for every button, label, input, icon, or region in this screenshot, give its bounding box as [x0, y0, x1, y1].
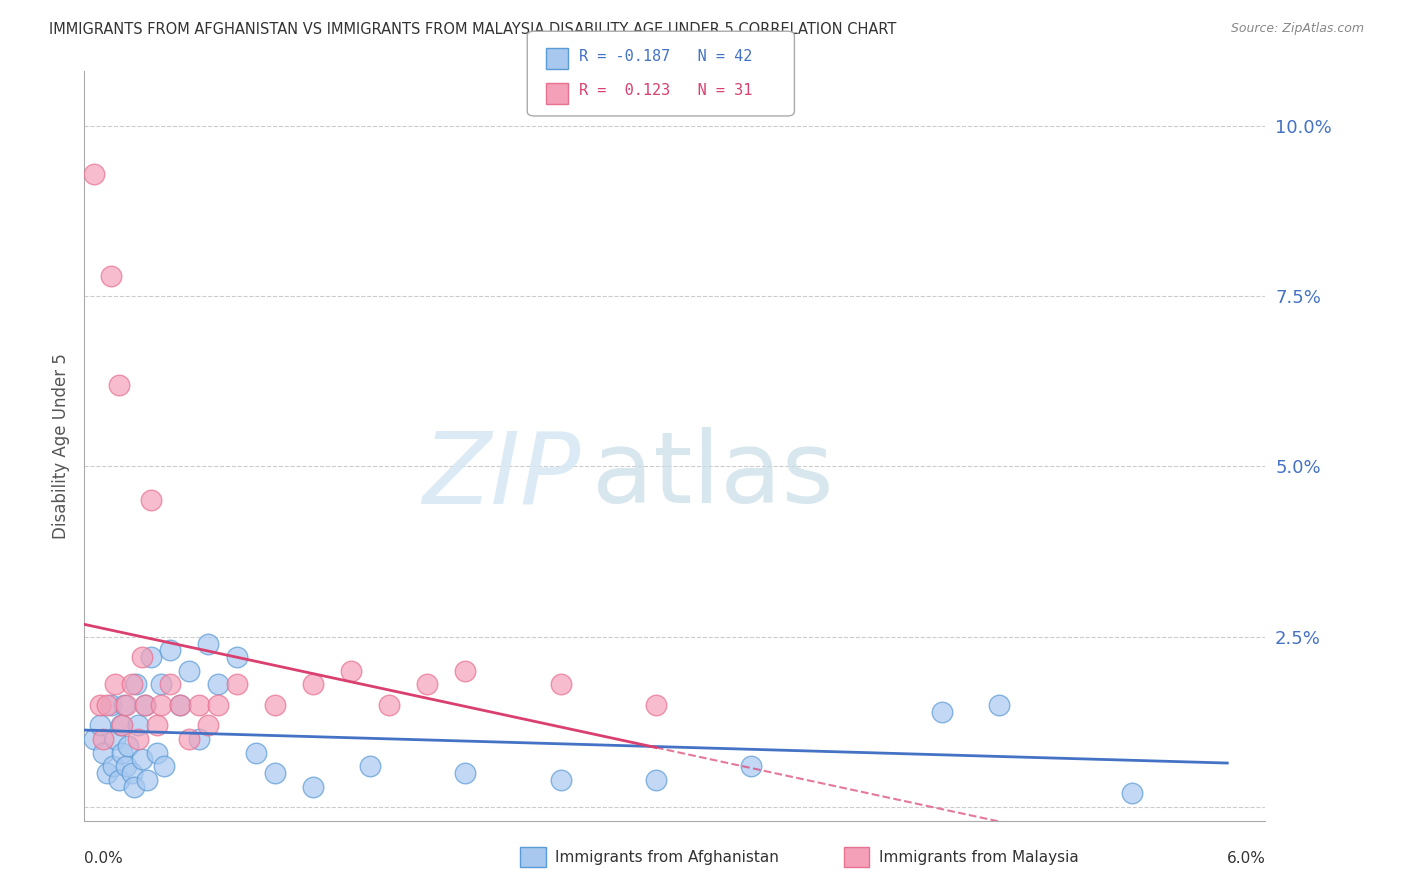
Text: R =  0.123   N = 31: R = 0.123 N = 31	[579, 83, 752, 98]
Point	[139, 650, 162, 665]
Point	[121, 766, 143, 780]
Point	[302, 677, 325, 691]
Text: ZIP: ZIP	[422, 427, 581, 524]
Point	[197, 636, 219, 650]
Point	[644, 698, 666, 712]
Point	[225, 677, 247, 691]
Point	[111, 746, 134, 760]
Point	[207, 698, 229, 712]
Point	[96, 766, 118, 780]
Point	[340, 664, 363, 678]
Point	[302, 780, 325, 794]
Point	[93, 746, 115, 760]
Point	[115, 698, 138, 712]
Point	[197, 718, 219, 732]
Point	[100, 268, 122, 283]
Point	[169, 698, 191, 712]
Point	[104, 731, 127, 746]
Point	[104, 677, 127, 691]
Text: Source: ZipAtlas.com: Source: ZipAtlas.com	[1230, 22, 1364, 36]
Point	[159, 677, 181, 691]
Point	[169, 698, 191, 712]
Point	[149, 698, 172, 712]
Point	[149, 677, 172, 691]
Point	[550, 772, 572, 787]
Point	[454, 766, 477, 780]
Point	[89, 718, 111, 732]
Point	[153, 759, 176, 773]
Point	[107, 772, 129, 787]
Point	[93, 731, 115, 746]
Point	[263, 698, 285, 712]
Point	[454, 664, 477, 678]
Point	[207, 677, 229, 691]
Point	[83, 731, 105, 746]
Point	[245, 746, 267, 760]
Y-axis label: Disability Age Under 5: Disability Age Under 5	[52, 353, 70, 539]
Point	[359, 759, 381, 773]
Point	[122, 780, 145, 794]
Text: Immigrants from Afghanistan: Immigrants from Afghanistan	[555, 850, 779, 864]
Point	[100, 698, 122, 712]
Point	[263, 766, 285, 780]
Point	[83, 167, 105, 181]
Point	[145, 718, 167, 732]
Point	[187, 698, 209, 712]
Point	[179, 731, 201, 746]
Point	[987, 698, 1010, 712]
Point	[416, 677, 439, 691]
Text: Immigrants from Malaysia: Immigrants from Malaysia	[879, 850, 1078, 864]
Text: R = -0.187   N = 42: R = -0.187 N = 42	[579, 49, 752, 64]
Point	[134, 698, 156, 712]
Text: atlas: atlas	[592, 427, 834, 524]
Point	[136, 772, 159, 787]
Point	[131, 650, 153, 665]
Point	[159, 643, 181, 657]
Point	[112, 698, 135, 712]
Point	[115, 759, 138, 773]
Text: 6.0%: 6.0%	[1226, 851, 1265, 865]
Point	[110, 718, 132, 732]
Text: IMMIGRANTS FROM AFGHANISTAN VS IMMIGRANTS FROM MALAYSIA DISABILITY AGE UNDER 5 C: IMMIGRANTS FROM AFGHANISTAN VS IMMIGRANT…	[49, 22, 897, 37]
Point	[145, 746, 167, 760]
Point	[134, 698, 156, 712]
Point	[111, 718, 134, 732]
Point	[96, 698, 118, 712]
Point	[125, 677, 148, 691]
Point	[127, 718, 149, 732]
Point	[121, 677, 143, 691]
Point	[740, 759, 762, 773]
Point	[1121, 786, 1143, 800]
Point	[107, 377, 129, 392]
Point	[931, 705, 953, 719]
Point	[127, 731, 149, 746]
Text: 0.0%: 0.0%	[84, 851, 124, 865]
Point	[117, 739, 139, 753]
Point	[89, 698, 111, 712]
Point	[378, 698, 401, 712]
Point	[101, 759, 124, 773]
Point	[550, 677, 572, 691]
Point	[139, 493, 162, 508]
Point	[131, 752, 153, 766]
Point	[644, 772, 666, 787]
Point	[179, 664, 201, 678]
Point	[187, 731, 209, 746]
Point	[225, 650, 247, 665]
